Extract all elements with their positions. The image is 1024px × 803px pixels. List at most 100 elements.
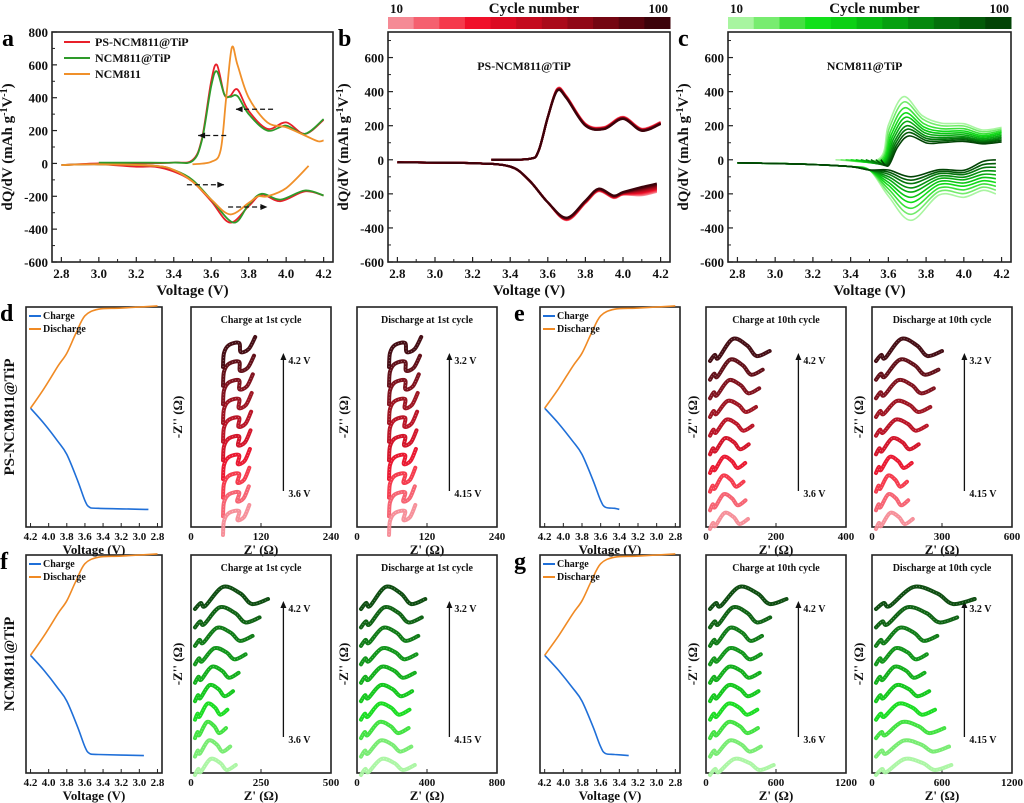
panel-letter: b xyxy=(338,26,351,52)
nyquist-curve xyxy=(193,604,262,630)
legend-label-discharge: Discharge xyxy=(43,572,86,583)
nyquist-markers xyxy=(194,758,236,776)
y-tick-label: 200 xyxy=(29,124,49,139)
x-tick-label: 3.4 xyxy=(843,266,860,281)
panel-g: 4.2 4.0 3.8 3.6 3.4 3.2 3.0 2.8 Voltage (V) Charg… xyxy=(514,549,1024,803)
panel-letter: g xyxy=(514,549,526,575)
colorbar-segment xyxy=(856,17,883,29)
cycle-charge-line xyxy=(875,131,1002,167)
cycle-discharge-line xyxy=(737,162,997,222)
y-axis-title: -Z'' (Ω) xyxy=(685,396,700,439)
nyquist-markers xyxy=(388,430,417,461)
x-tick-label: 3.8 xyxy=(577,266,594,281)
x-axis-title: Voltage (V) xyxy=(63,542,126,557)
nyquist-curve xyxy=(874,604,960,630)
y-axis-title: -Z'' (Ω) xyxy=(336,643,351,686)
arrow-head xyxy=(446,353,453,360)
x-axis-title: Voltage (V) xyxy=(156,283,228,299)
x-tick-label: 3.0 xyxy=(91,266,107,281)
inset-title: Discharge at 10th cycle xyxy=(893,315,992,326)
x-tick-label: 0 xyxy=(703,777,709,789)
nyquist-markers xyxy=(194,666,239,683)
legend-label-discharge: Discharge xyxy=(557,324,600,335)
colorbar-segment xyxy=(388,17,415,29)
y-tick-label: 200 xyxy=(365,119,385,134)
y-axis-title-part: V xyxy=(0,97,16,108)
colorbar-segment xyxy=(413,17,440,29)
y-axis-title: -Z'' (Ω) xyxy=(170,396,185,439)
nyquist-markers xyxy=(709,475,744,492)
y-tick-label: 600 xyxy=(29,58,49,73)
nyquist-curve xyxy=(221,335,258,369)
series-charge-line xyxy=(192,45,324,166)
x-tick-label: 4.0 xyxy=(556,777,570,789)
x-tick-label: 4.2 xyxy=(24,531,38,543)
nyquist-curve xyxy=(708,719,760,741)
cycle-discharge-line xyxy=(397,161,658,221)
inset-title: Discharge at 10th cycle xyxy=(893,563,992,574)
y-tick-label: -400 xyxy=(700,221,724,236)
cycle-charge-line xyxy=(491,86,662,161)
inset-title: Charge at 10th cycle xyxy=(732,315,820,326)
colorbar: 10 100 Cycle number xyxy=(728,1,1012,29)
colorbar-min-label: 10 xyxy=(390,1,403,16)
y-tick-label: -400 xyxy=(24,222,48,237)
arrow-end-label: 4.2 V xyxy=(803,604,826,615)
arrow-start-label: 4.15 V xyxy=(454,489,482,500)
y-tick-label: 0 xyxy=(378,153,385,168)
nyquist-markers xyxy=(875,338,943,362)
nyquist-markers xyxy=(709,739,761,757)
nyquist-curve xyxy=(708,664,762,685)
x-tick-label: 3.0 xyxy=(767,266,783,281)
colorbar-title: Cycle number xyxy=(489,1,580,17)
nyquist-markers xyxy=(222,467,250,498)
legend-label-charge: Charge xyxy=(43,311,75,322)
nyquist-markers xyxy=(875,358,939,380)
nyquist-curve xyxy=(874,435,921,457)
row-label: NCM811@TiP xyxy=(2,617,18,712)
cycle-charge-line xyxy=(835,95,1002,163)
x-axis-title: Voltage (V) xyxy=(579,542,642,557)
x-tick-label: 2.8 xyxy=(668,777,682,789)
inset-title: Discharge at 1st cycle xyxy=(381,563,473,574)
y-axis-title: -Z'' (Ω) xyxy=(170,643,185,686)
nyquist-markers xyxy=(875,379,934,399)
x-tick-label: 800 xyxy=(489,777,506,789)
y-axis-title-part: dQ/dV (mAh g xyxy=(676,115,692,210)
nyquist-markers xyxy=(360,647,417,665)
arrow-head xyxy=(795,353,802,360)
arrow-start-label: 3.6 V xyxy=(803,735,826,746)
nyquist-curve xyxy=(708,417,755,438)
cycle-charge-line xyxy=(865,124,1002,166)
nyquist-curve xyxy=(193,682,235,704)
colorbar-segment xyxy=(933,17,961,29)
x-tick-label: 3.2 xyxy=(128,266,144,281)
nyquist-curve xyxy=(708,645,763,667)
cycle-charge-line xyxy=(491,88,662,161)
nyquist-markers xyxy=(709,400,757,418)
x-axis-title: Voltage (V) xyxy=(833,283,905,299)
nyquist-markers xyxy=(709,606,771,628)
nyquist-curve xyxy=(708,435,751,457)
x-tick-label: 0 xyxy=(703,531,709,543)
nyquist-markers xyxy=(875,627,938,647)
nyquist-curve xyxy=(221,353,256,388)
x-tick-label: 3.8 xyxy=(241,266,258,281)
legend-label-charge: Charge xyxy=(557,311,589,322)
x-tick-label: 2.8 xyxy=(668,531,682,543)
x-tick-label: 2.8 xyxy=(729,266,746,281)
nyquist-curve xyxy=(708,336,772,363)
nyquist-curve xyxy=(387,335,424,369)
y-axis-title-part: dQ/dV (mAh g xyxy=(336,115,352,210)
nyquist-curve xyxy=(708,398,758,419)
nyquist-curve xyxy=(874,398,933,419)
legend-label: NCM811@TiP xyxy=(95,51,171,65)
nyquist-curve xyxy=(708,491,748,513)
panel-f: 4.2 4.0 3.8 3.6 3.4 3.2 3.0 2.8 Voltage (V) Charg… xyxy=(0,549,506,803)
x-tick-label: 2.8 xyxy=(389,266,406,281)
cycle-charge-line xyxy=(491,86,662,161)
nyquist-curve xyxy=(708,625,764,648)
x-tick-label: 4.2 xyxy=(538,777,552,789)
x-tick-label: 2.8 xyxy=(151,531,165,543)
x-tick-label: 3.2 xyxy=(805,266,821,281)
